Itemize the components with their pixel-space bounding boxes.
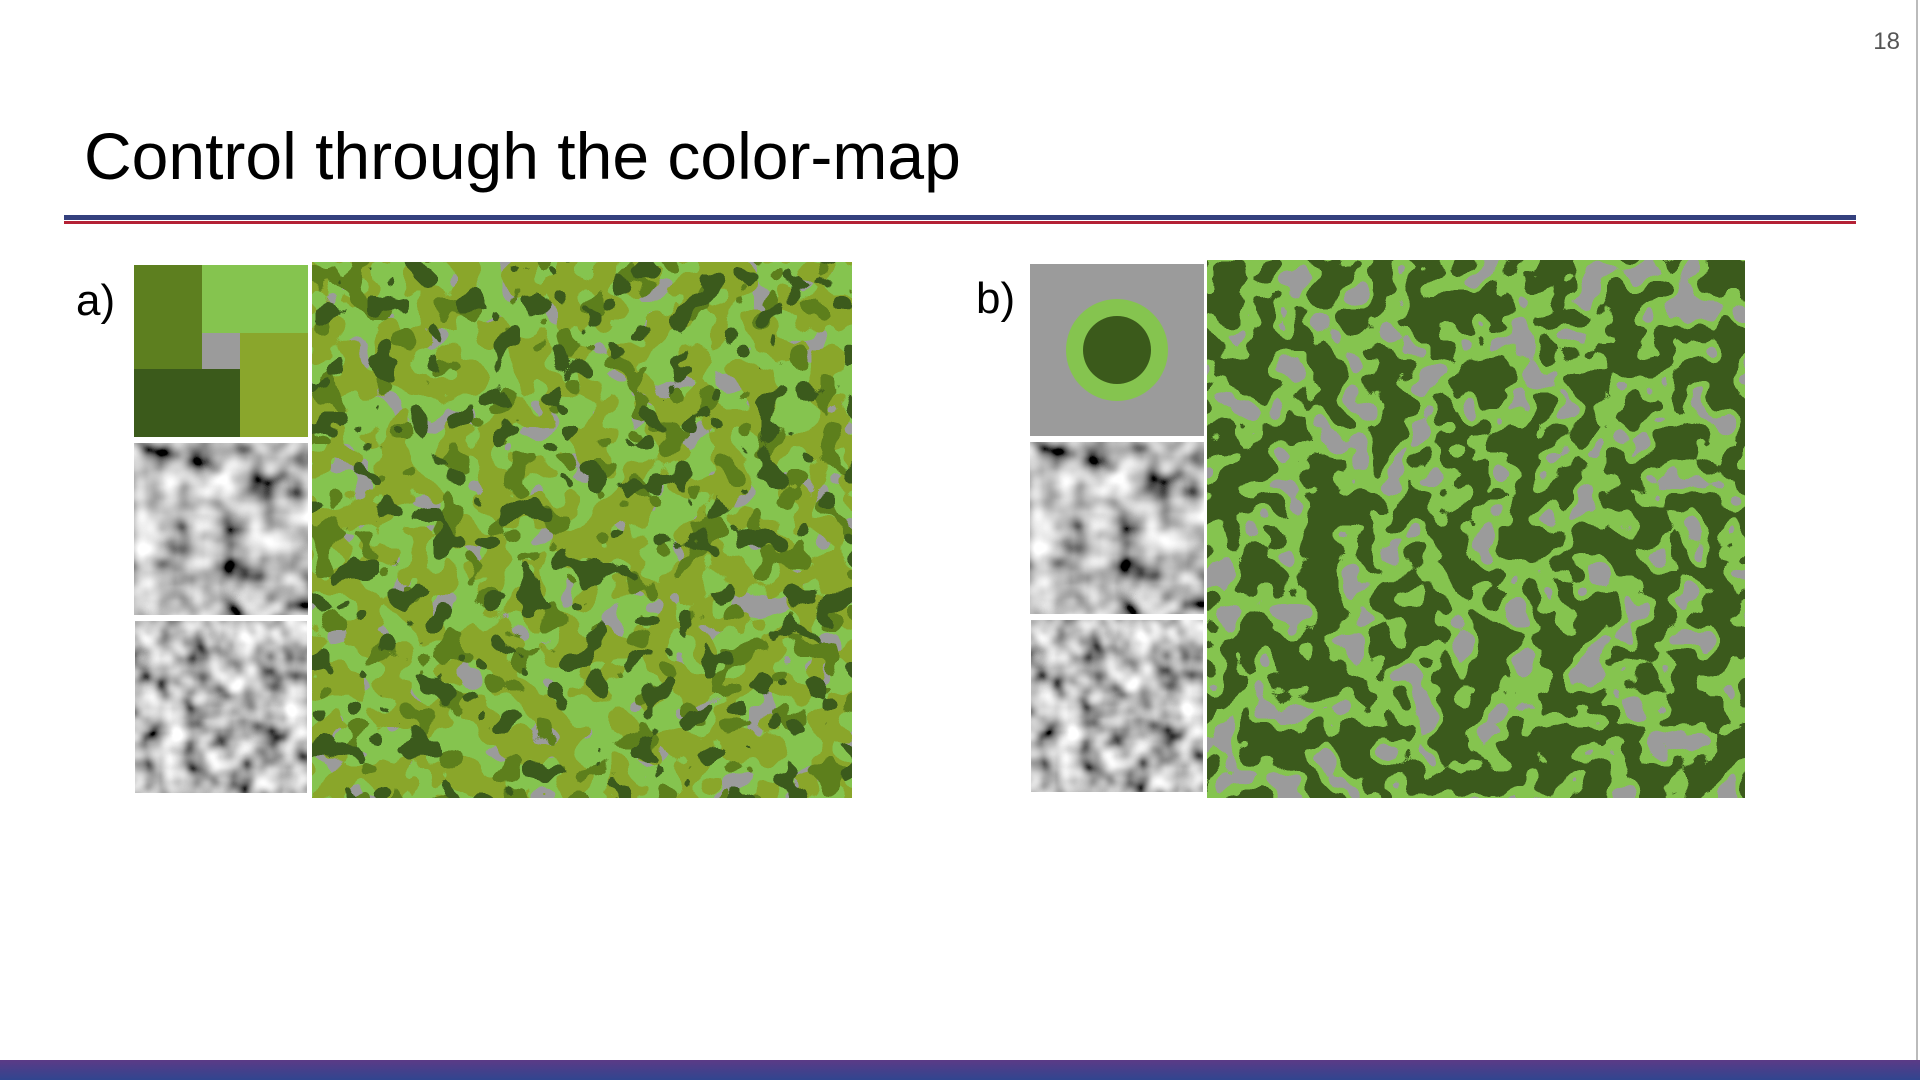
colormap-b-image [1030, 264, 1204, 436]
footer-bar [0, 1060, 1920, 1080]
noise-a-bottom-image [135, 621, 307, 793]
colormap-a-image [134, 265, 308, 437]
camouflage-b-image [1207, 260, 1745, 798]
title-rule-blue [64, 215, 1856, 220]
page-number: 18 [1873, 28, 1900, 55]
panel-a-label: a) [76, 276, 116, 325]
panel-b-label: b) [976, 274, 1016, 323]
slide-edge [1916, 0, 1918, 1062]
slide-title: Control through the color-map [84, 119, 961, 193]
title-rule-red [64, 221, 1856, 224]
noise-a-top-image [134, 443, 308, 615]
camouflage-a-image [312, 262, 852, 798]
noise-b-bottom-image [1031, 620, 1203, 792]
noise-b-top-image [1030, 442, 1204, 614]
